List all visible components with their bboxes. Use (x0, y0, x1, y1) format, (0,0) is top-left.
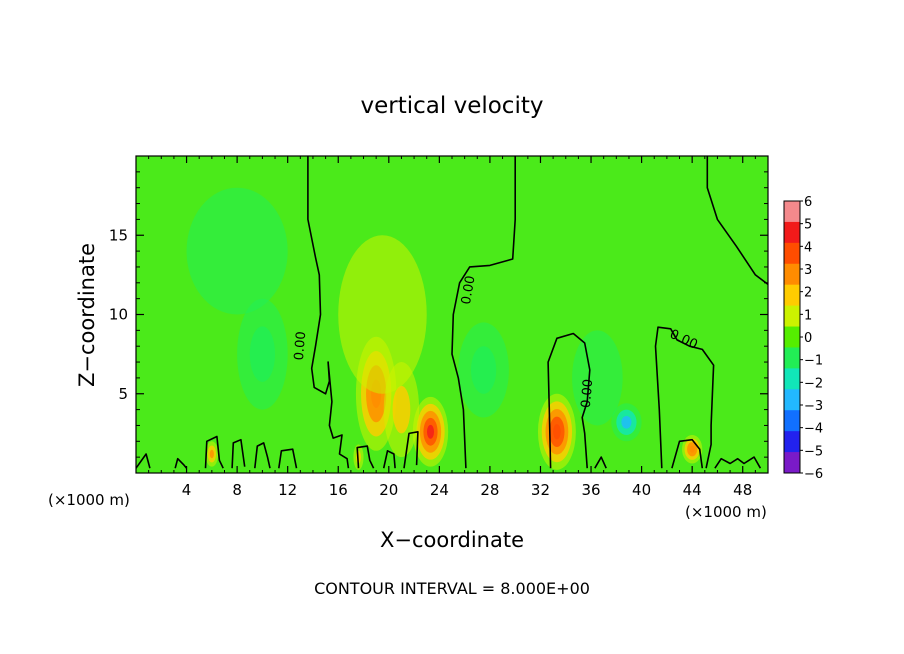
contour-label: 0.00 (292, 331, 309, 361)
colorbar-label: 5 (804, 218, 812, 233)
velocity-field (136, 156, 768, 473)
zero-contour-line (356, 445, 375, 469)
velocity-level (689, 445, 695, 453)
zero-contour-line (594, 456, 607, 469)
zero-contour-line (714, 456, 762, 469)
colorbar-label: −5 (804, 444, 823, 459)
colorbar-label: −2 (804, 376, 823, 391)
velocity-cell (186, 187, 288, 315)
contour-label: 0.00 (579, 378, 596, 408)
colorbar-label: −1 (804, 354, 823, 369)
colorbar-swatch (784, 326, 800, 348)
colorbar-label: 4 (804, 240, 812, 255)
colorbar-swatch (784, 305, 800, 328)
velocity-level (553, 424, 561, 440)
velocity-level (249, 326, 276, 382)
zero-contour-line (174, 457, 188, 469)
x-tick-label: 4 (182, 481, 192, 499)
zero-contour-line (671, 438, 704, 469)
x-tick-label: 48 (733, 481, 752, 499)
colorbar-label: −4 (804, 422, 823, 437)
y-tick-label: 15 (109, 226, 128, 244)
velocity-level (470, 346, 497, 394)
velocity-cell (412, 396, 449, 467)
zero-contour-line (307, 156, 350, 469)
zero-contour-line (204, 435, 224, 469)
x-tick-label: 12 (278, 481, 297, 499)
zero-contour-line (254, 442, 271, 469)
velocity-cell (205, 441, 219, 467)
velocity-cell (572, 330, 623, 426)
colorbar-swatch (784, 410, 800, 432)
x-axis-label: X−coordinate (380, 528, 524, 552)
velocity-level (186, 187, 288, 315)
colorbar-label: −6 (804, 467, 823, 482)
x-tick-label: 36 (581, 481, 600, 499)
zero-contour-line (451, 156, 516, 469)
zero-contour-line (403, 431, 419, 469)
x-axis-ticks: 4 8 12 16 20 24 28 32 36 40 44 48 (148, 156, 756, 499)
velocity-cell (611, 403, 642, 442)
velocity-level (338, 235, 427, 394)
colorbar-swatch (784, 221, 800, 244)
y-tick-label: 5 (118, 385, 128, 403)
colorbar-swatch (784, 284, 800, 307)
zero-contour-line (706, 156, 768, 286)
x-tick-label: 40 (632, 481, 651, 499)
y-tick-label: 10 (109, 306, 128, 324)
contour-interval-note: CONTOUR INTERVAL = 8.000E+00 (314, 579, 590, 598)
colorbar-swatch (784, 389, 800, 411)
contour-lines (136, 156, 768, 469)
colorbar-label: 6 (804, 195, 812, 210)
velocity-cell (458, 322, 509, 418)
zero-contour-line (547, 332, 591, 469)
contour-labels: 0.000.000.000.00 (292, 275, 700, 409)
zero-contour-line (382, 450, 396, 469)
colorbar-swatch (784, 263, 800, 286)
velocity-cell (537, 393, 576, 470)
velocity-cell (338, 235, 427, 394)
colorbar-swatch (784, 201, 800, 223)
colorbar: 6 5 4 3 2 1 0 −1 −2 −3 −4 −5 −6 (783, 195, 823, 482)
x-unit-right: (×1000 m) (685, 503, 767, 521)
zero-contour-line (231, 438, 246, 469)
x-tick-label: 20 (379, 481, 398, 499)
colorbar-label: 0 (804, 331, 812, 346)
x-tick-label: 32 (531, 481, 550, 499)
velocity-level (621, 415, 632, 429)
colorbar-label: 2 (804, 286, 812, 301)
x-unit-left: (×1000 m) (48, 491, 130, 509)
chart-title: vertical velocity (361, 93, 544, 119)
colorbar-swatch (784, 368, 800, 390)
velocity-level (426, 424, 435, 439)
colorbar-label: 3 (804, 263, 812, 278)
velocity-level (392, 385, 411, 434)
contour-label: 0.00 (459, 275, 479, 306)
y-axis-label: Z−coordinate (75, 243, 99, 387)
x-tick-label: 8 (232, 481, 242, 499)
x-tick-label: 24 (430, 481, 449, 499)
x-tick-label: 44 (683, 481, 702, 499)
colorbar-swatch (784, 242, 800, 265)
zero-contour-line (654, 326, 715, 469)
velocity-cell (237, 298, 288, 410)
velocity-level (209, 449, 214, 459)
colorbar-swatch (784, 431, 800, 453)
colorbar-label: 1 (804, 308, 812, 323)
colorbar-label: −3 (804, 399, 823, 414)
velocity-level (572, 330, 623, 426)
colorbar-swatch (784, 347, 800, 369)
zero-contour-line (278, 448, 298, 469)
y-axis-ticks: 5 10 15 (109, 171, 768, 458)
colorbar-swatch (784, 452, 800, 474)
x-tick-label: 16 (329, 481, 348, 499)
x-tick-label: 28 (480, 481, 499, 499)
zero-contour-line (136, 453, 151, 469)
